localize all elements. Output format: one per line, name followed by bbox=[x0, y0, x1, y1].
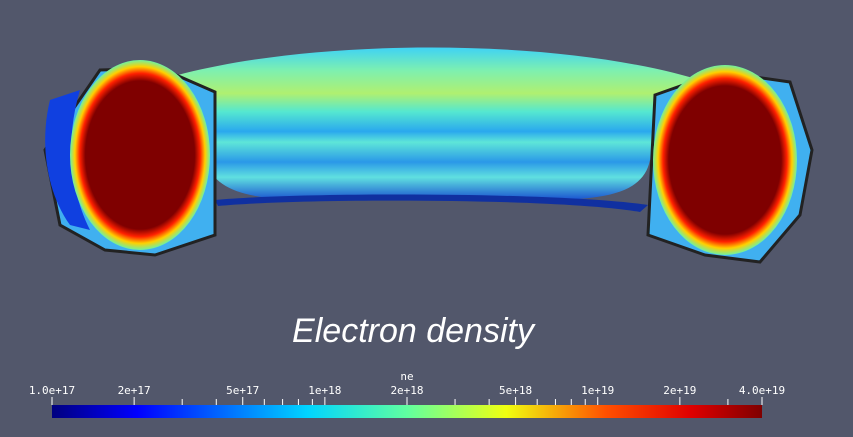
colorbar bbox=[52, 405, 762, 418]
torus bbox=[45, 48, 812, 263]
colorbar-title: ne bbox=[400, 370, 413, 383]
tick-label: 4.0e+19 bbox=[739, 384, 785, 397]
tick-label: 1e+19 bbox=[581, 384, 614, 397]
scene: Electron density ne 1.0e+17 2e+17 5e+17 1e+… bbox=[0, 0, 853, 437]
title: Electron density bbox=[292, 312, 536, 350]
tick-label: 5e+17 bbox=[226, 384, 259, 397]
tick-label: 2e+18 bbox=[390, 384, 423, 397]
tick-label: 5e+18 bbox=[499, 384, 532, 397]
tick-label: 1e+18 bbox=[308, 384, 341, 397]
tick-label: 2e+19 bbox=[663, 384, 696, 397]
tick-label: 2e+17 bbox=[118, 384, 151, 397]
tick-label: 1.0e+17 bbox=[29, 384, 75, 397]
